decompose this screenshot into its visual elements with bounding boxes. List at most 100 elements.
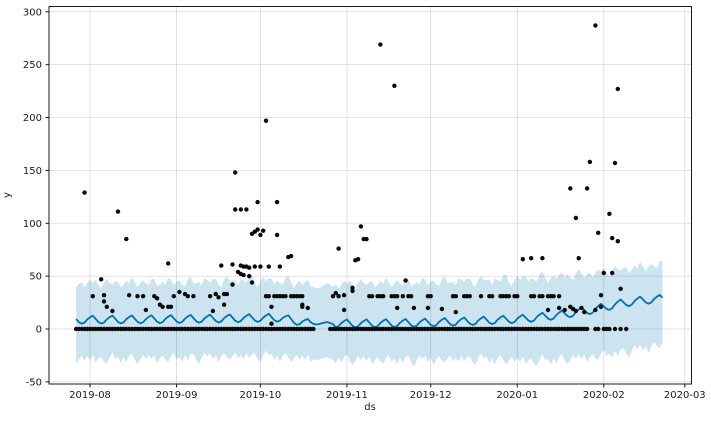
data-point <box>584 186 590 191</box>
data-point <box>556 294 562 299</box>
data-point <box>587 159 593 165</box>
x-tick-label: 2019-09 <box>156 390 198 401</box>
data-point <box>210 308 216 314</box>
data-point <box>255 227 260 232</box>
data-point <box>219 263 224 268</box>
data-point <box>607 326 612 332</box>
data-point <box>233 170 238 175</box>
data-point <box>341 293 347 298</box>
data-point <box>615 86 620 92</box>
data-point <box>624 326 629 332</box>
data-point <box>244 207 249 212</box>
plot-frame <box>48 6 692 385</box>
data-point <box>305 305 310 311</box>
data-point <box>612 160 618 166</box>
y-axis-ticks: -50 0 50 100 150 200 250 300 <box>23 7 49 388</box>
data-point <box>99 277 104 282</box>
data-point <box>515 294 520 299</box>
data-point <box>381 294 386 299</box>
data-point <box>395 294 400 299</box>
data-point <box>90 294 96 299</box>
data-point <box>336 246 341 251</box>
data-point <box>439 306 445 312</box>
data-point <box>556 305 562 311</box>
data-point <box>230 282 235 287</box>
data-point <box>596 326 601 332</box>
data-point <box>224 291 230 297</box>
data-point <box>101 293 107 298</box>
data-point <box>135 294 140 299</box>
data-point <box>551 294 556 299</box>
x-tick-label: 2020-02 <box>583 390 625 401</box>
data-point <box>598 293 604 298</box>
x-tick-label: 2019-12 <box>410 390 452 401</box>
data-point <box>185 294 190 299</box>
data-point <box>104 304 110 309</box>
y-tick-label: 250 <box>23 60 42 71</box>
data-point <box>369 294 375 299</box>
data-point <box>576 256 581 261</box>
y-tick-label: 150 <box>23 166 42 177</box>
y-tick-label: -50 <box>26 377 42 388</box>
data-point <box>601 270 606 276</box>
data-point <box>562 307 567 313</box>
x-tick-label: 2020-01 <box>496 390 538 401</box>
data-point <box>143 307 149 313</box>
data-point <box>300 304 305 309</box>
data-point <box>160 304 165 309</box>
data-point <box>618 286 623 291</box>
y-tick-label: 200 <box>23 113 42 124</box>
data-point <box>395 305 400 311</box>
data-point <box>249 280 255 285</box>
data-point <box>241 272 246 278</box>
data-point <box>573 308 579 314</box>
data-point <box>355 257 361 262</box>
data-point <box>403 278 408 283</box>
data-point <box>166 261 171 266</box>
data-point <box>540 294 545 299</box>
data-point <box>610 270 615 276</box>
data-point <box>230 262 235 267</box>
data-point <box>607 211 612 216</box>
data-point <box>154 296 160 301</box>
data-point <box>311 326 316 332</box>
data-point <box>529 256 534 261</box>
data-point <box>596 230 601 235</box>
data-point <box>341 307 347 313</box>
data-point <box>520 257 525 262</box>
data-point <box>269 321 274 326</box>
data-point <box>350 285 355 290</box>
y-axis-label: y <box>2 192 13 198</box>
data-point <box>584 326 590 332</box>
y-tick-label: 300 <box>23 7 42 18</box>
data-point <box>124 236 129 242</box>
data-point <box>216 295 221 300</box>
data-point <box>247 273 252 279</box>
data-point <box>213 291 218 297</box>
data-point <box>207 294 213 299</box>
data-point <box>82 190 87 195</box>
data-point <box>266 294 271 299</box>
data-point <box>171 294 176 299</box>
data-point <box>263 118 269 123</box>
data-point <box>191 294 196 299</box>
data-point <box>409 294 414 299</box>
data-point <box>252 264 257 269</box>
data-point <box>400 294 405 299</box>
data-point <box>506 294 512 299</box>
data-point <box>358 224 364 229</box>
data-point <box>110 308 115 314</box>
y-tick-label: 0 <box>36 325 42 336</box>
data-point <box>177 289 182 295</box>
data-point <box>168 304 174 309</box>
data-point <box>453 294 458 299</box>
data-point <box>392 83 397 89</box>
data-point <box>615 239 620 244</box>
data-point <box>261 228 266 233</box>
x-tick-label: 2019-10 <box>239 390 281 401</box>
data-point <box>233 207 238 212</box>
data-point <box>364 236 369 242</box>
data-point <box>545 307 551 313</box>
